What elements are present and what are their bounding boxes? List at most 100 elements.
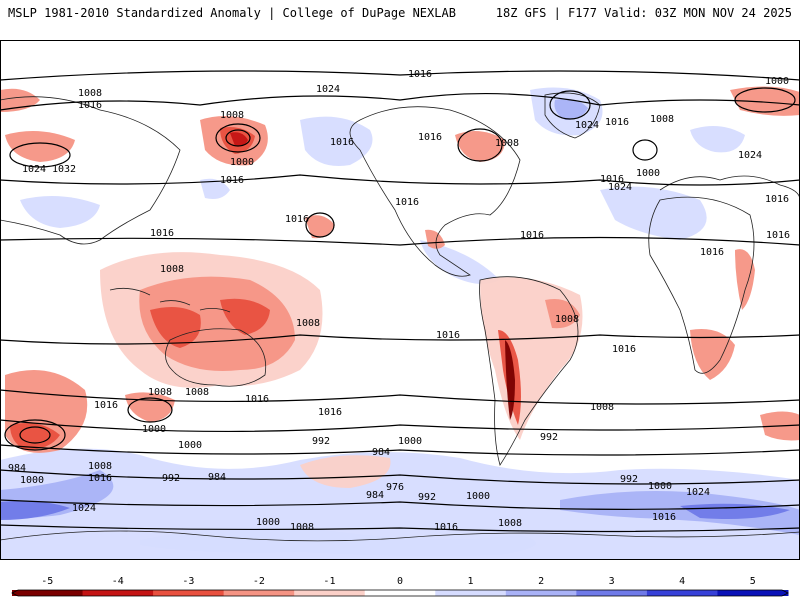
isobar-label: 1000	[636, 168, 660, 179]
coastline-africa	[648, 196, 755, 374]
isobar-label: 1016	[94, 400, 118, 411]
isobar-label: 1008	[296, 318, 320, 329]
colorbar-tick-label: -5	[41, 576, 53, 587]
isobar-label: 1016	[436, 330, 460, 341]
colorbar-ticks: -5 -4 -3 -2 -1 0 1 2 3 4 5	[41, 576, 755, 587]
anomaly-region-north-pacific-positive	[200, 178, 230, 199]
isobar-label: 992	[312, 436, 330, 447]
anomaly-region-antarctic-positive-core	[0, 500, 790, 520]
isobar-label: 1008	[590, 402, 614, 413]
isobar-label: 984	[208, 472, 226, 483]
isobar-label: 1016	[245, 394, 269, 405]
isobar-label: 1016	[605, 117, 629, 128]
colorbar-segment	[294, 590, 366, 596]
isobar-label: 992	[540, 432, 558, 443]
isobar-label: 992	[162, 473, 180, 484]
colorbar-segment	[505, 590, 577, 596]
anomaly-region-south-indian-negative-core	[10, 422, 60, 450]
coastline-antarctica	[0, 530, 800, 542]
isobar-label: 1024	[686, 487, 710, 498]
isobar-label: 1024	[316, 84, 340, 95]
isobar-label: 1016	[418, 132, 442, 143]
isobar-lines	[0, 70, 800, 533]
isobar-line	[0, 419, 800, 433]
anomaly-region-madagascar-negative	[735, 249, 755, 310]
isobar-line	[0, 70, 800, 81]
isobar-label: 1008	[88, 461, 112, 472]
anomaly-region-hawaii-negative	[305, 215, 335, 239]
isobar-label: 1016	[78, 100, 102, 111]
anomaly-region-central-america-negative	[425, 229, 445, 249]
colorbar-tick-label: -1	[323, 576, 335, 587]
anomaly-region-canada-positive	[300, 116, 373, 166]
isobar-label: 1016	[652, 512, 676, 523]
coastline-australia	[165, 328, 267, 387]
isobar-low-center	[549, 90, 591, 120]
anomaly-shading	[0, 86, 800, 560]
isobar-label: 1016	[330, 137, 354, 148]
isobar-label: 1016	[765, 194, 789, 205]
isobar-low-center	[19, 426, 51, 444]
isobar-low-center	[734, 87, 796, 113]
isobar-label: 1016	[434, 522, 458, 533]
colorbar-segment	[717, 590, 789, 596]
isobar-label: 1008	[555, 314, 579, 325]
isobar-label: 1016	[700, 247, 724, 258]
anomaly-region-west-pacific-negative	[5, 131, 75, 162]
isobar-label: 984	[366, 490, 384, 501]
isobar-label: 1000	[256, 517, 280, 528]
coastline-indonesia	[109, 287, 231, 313]
isobar-label: 1032	[52, 164, 76, 175]
isobar-line	[0, 469, 800, 485]
colorbar-outline	[11, 589, 789, 597]
isobar-label: 1000	[230, 157, 254, 168]
isobar-label: 1024	[72, 503, 96, 514]
isobar-label: 1024	[22, 164, 46, 175]
coastline-north-america	[349, 106, 521, 277]
anomaly-region-dateline-negative	[730, 86, 800, 116]
anomaly-region-hudson-negative	[455, 131, 505, 162]
isobar-label: 1016	[520, 230, 544, 241]
isobar-label: 1008	[495, 138, 519, 149]
map-title: MSLP 1981-2010 Standardized Anomaly | Co…	[8, 6, 456, 20]
colorbar-tick-label: -2	[253, 576, 265, 587]
colorbar-segment	[435, 590, 507, 596]
anomaly-region-north-pacific-negative-peak	[230, 132, 248, 147]
anomaly-region-antarctic-positive-strong	[0, 470, 800, 535]
anomaly-region-south-pacific-positive	[140, 527, 536, 556]
isobar-label: 1016	[285, 214, 309, 225]
isobar-label: 1016	[612, 344, 636, 355]
isobar-line	[0, 499, 800, 510]
isobar-low-center	[4, 419, 66, 451]
isobar-line	[0, 444, 800, 456]
model-run-info: 18Z GFS | F177 Valid: 03Z MON NOV 24 202…	[495, 6, 792, 20]
isobar-label: 1024	[738, 150, 762, 161]
isobar-high-center	[632, 139, 658, 161]
coastline-greenland	[544, 92, 601, 139]
isobar-label: 1016	[766, 230, 790, 241]
isobar-label: 1008	[498, 518, 522, 529]
isobar-label: 1016	[318, 407, 342, 418]
isobar-label: 1000	[466, 491, 490, 502]
isobar-label: 1008	[78, 88, 102, 99]
isobar-label: 1016	[395, 197, 419, 208]
isobar-label: 1016	[408, 69, 432, 80]
isobar-label: 1016	[220, 175, 244, 186]
anomaly-region-southern-pacific-negative	[300, 455, 391, 488]
isobar-labels: 1016 1024 1000 1008 1016 1024 1032 1008 …	[8, 69, 790, 533]
isobar-line	[0, 389, 800, 405]
anomaly-region-asia-positive	[20, 196, 100, 228]
isobar-label: 1016	[600, 174, 624, 185]
colorbar-segment	[364, 590, 436, 596]
coastline-asia	[0, 96, 181, 245]
isobar-label: 1000	[648, 481, 672, 492]
isobar-line	[0, 334, 800, 345]
anomaly-region-europe-positive	[690, 126, 745, 153]
isobar-low-center	[225, 129, 251, 147]
isobar-low-center	[9, 142, 71, 168]
colorbar-segment	[82, 590, 154, 596]
colorbar-segment	[12, 590, 84, 596]
isobar-high-center	[457, 128, 503, 162]
colorbar-tick-label: 0	[397, 576, 403, 587]
colorbar-tick-label: 4	[679, 576, 685, 587]
